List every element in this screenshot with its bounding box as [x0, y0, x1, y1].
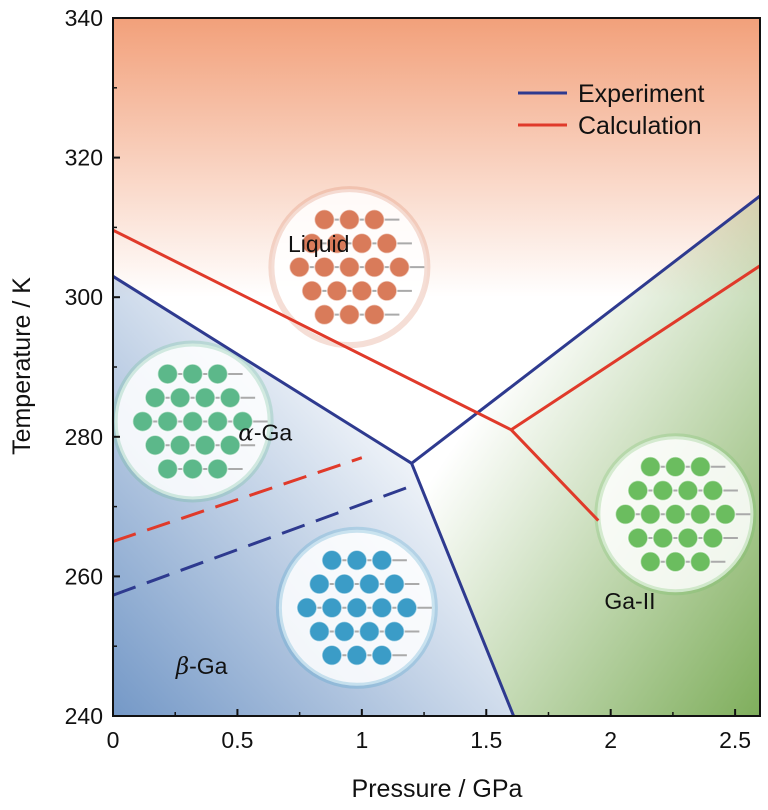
region-label: Liquid [288, 231, 349, 257]
x-tick-label: 1.5 [470, 727, 502, 753]
alpha-ga-structure-icon [111, 340, 274, 503]
experiment-line-solid-2 [410, 194, 760, 465]
x-tick-label: 0.5 [221, 727, 253, 753]
phase-boundary-lines [113, 194, 760, 716]
experiment-line-solid-1 [410, 462, 515, 716]
region-label: α-Ga [238, 419, 292, 446]
legend-label-experiment: Experiment [578, 80, 704, 108]
calculation-line-dashed-3 [113, 456, 363, 543]
y-tick-label: 280 [65, 424, 103, 450]
calculation-line-solid-1 [510, 264, 760, 432]
experiment-line-solid-0 [113, 275, 413, 465]
ga-ii-structure-icon [594, 433, 757, 596]
y-tick-label: 300 [65, 284, 103, 310]
x-tick-label: 2 [604, 727, 617, 753]
liquid-structure-icon [268, 186, 431, 349]
legend: Experiment Calculation [518, 80, 704, 140]
y-tick-label: 260 [65, 563, 103, 589]
y-tick-label: 340 [65, 5, 103, 31]
x-axis-title: Pressure / GPa [352, 775, 523, 803]
axes: 0 0.5 1 1.5 2 2.5 240 260 280 300 320 340 [65, 5, 761, 753]
x-tick-label: 1 [355, 727, 368, 753]
structure-images [111, 186, 757, 689]
experiment-line-dashed-3 [113, 486, 408, 597]
beta-ga-structure-icon [275, 526, 438, 689]
region-label: β-Ga [175, 653, 228, 680]
region-label: Ga-II [604, 588, 655, 614]
region-labels: Liquid α-Ga β-Ga Ga-II [175, 231, 656, 680]
x-tick-label: 2.5 [719, 727, 751, 753]
calculation-line-solid-0 [113, 228, 512, 432]
liquid-region-shade [113, 18, 760, 298]
legend-label-calculation: Calculation [578, 112, 702, 140]
y-axis-title: Temperature / K [8, 277, 36, 455]
y-tick-label: 240 [65, 703, 103, 729]
calculation-line-solid-2 [510, 428, 600, 522]
x-tick-label: 0 [107, 727, 120, 753]
y-tick-label: 320 [65, 145, 103, 171]
